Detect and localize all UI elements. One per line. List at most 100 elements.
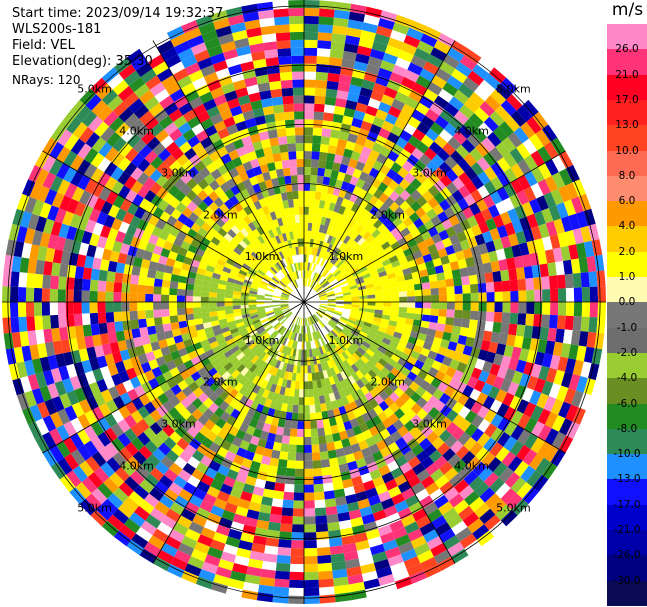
- gate: [272, 0, 289, 10]
- gate: [153, 302, 162, 310]
- gate: [387, 358, 398, 368]
- gate: [216, 101, 230, 114]
- gate: [424, 357, 435, 367]
- gate: [335, 447, 346, 458]
- gate: [545, 221, 558, 237]
- gate: [373, 33, 390, 45]
- gate: [135, 62, 153, 77]
- gate: [322, 225, 329, 234]
- gate: [205, 377, 216, 388]
- gate: [27, 213, 40, 230]
- gate: [549, 275, 558, 290]
- gate: [346, 200, 355, 210]
- gate: [209, 255, 219, 264]
- gate: [104, 238, 115, 251]
- gate: [154, 501, 170, 516]
- gate: [376, 439, 388, 451]
- gate: [171, 267, 182, 276]
- gate: [259, 282, 268, 288]
- gate: [319, 303, 328, 306]
- gate: [278, 234, 285, 243]
- gate: [289, 207, 295, 216]
- gate: [310, 428, 319, 437]
- gate: [200, 307, 210, 313]
- gate: [290, 420, 298, 429]
- gate: [439, 109, 454, 123]
- colorbar-swatch: [607, 277, 647, 303]
- gate: [304, 254, 307, 263]
- gate: [420, 275, 430, 284]
- azimuth-spoke: [303, 150, 566, 303]
- gate: [220, 270, 230, 278]
- gate: [256, 368, 265, 378]
- gate: [541, 314, 550, 328]
- gate: [550, 398, 564, 416]
- gate: [206, 106, 220, 118]
- gate: [304, 262, 307, 271]
- gate: [84, 410, 98, 426]
- gate: [419, 68, 436, 82]
- gate: [326, 308, 335, 312]
- gate: [483, 437, 497, 452]
- gate: [69, 99, 86, 117]
- gate: [407, 356, 418, 366]
- gate: [287, 331, 293, 340]
- gate: [100, 201, 113, 215]
- gate: [399, 302, 408, 308]
- gate: [290, 215, 296, 224]
- gate: [240, 491, 253, 502]
- gate: [234, 279, 244, 286]
- gate: [340, 370, 348, 380]
- gate: [343, 302, 352, 305]
- gate: [384, 349, 394, 359]
- gate: [334, 179, 344, 189]
- gate: [288, 595, 304, 604]
- gate: [240, 188, 250, 199]
- gate: [355, 215, 365, 225]
- colorbar-tick-label: 13.0: [615, 119, 639, 132]
- colorbar-tick-label: -21.0: [613, 524, 641, 537]
- gate: [415, 102, 430, 116]
- gate: [425, 108, 440, 122]
- gate: [509, 279, 519, 292]
- gate: [171, 328, 182, 337]
- gate: [56, 162, 70, 180]
- gate: [544, 411, 559, 429]
- gate: [153, 317, 163, 326]
- gate: [279, 184, 287, 194]
- gate: [358, 288, 367, 294]
- gate: [236, 231, 246, 241]
- gate: [451, 325, 461, 335]
- gate: [148, 214, 160, 227]
- gate: [439, 461, 453, 475]
- gate: [239, 376, 248, 386]
- gate: [145, 242, 156, 253]
- gate: [225, 285, 234, 291]
- gate: [184, 302, 193, 309]
- gate: [195, 507, 211, 520]
- gate: [358, 153, 369, 165]
- gate: [196, 328, 206, 337]
- gate: [407, 296, 416, 302]
- gate: [286, 265, 292, 274]
- gate: [277, 176, 286, 186]
- gate: [391, 493, 405, 506]
- gate: [521, 254, 532, 268]
- gate: [338, 320, 347, 326]
- gate: [251, 50, 266, 61]
- gate: [326, 290, 335, 295]
- gate: [176, 302, 185, 309]
- gate: [486, 302, 495, 312]
- gate: [329, 49, 344, 59]
- gate: [365, 360, 375, 370]
- gate: [166, 564, 185, 578]
- gate: [469, 147, 484, 162]
- gate: [77, 373, 89, 388]
- gate: [433, 412, 447, 425]
- gate: [243, 279, 253, 285]
- gate: [355, 53, 370, 64]
- gate: [233, 262, 243, 270]
- gate: [180, 397, 192, 409]
- gate: [433, 192, 446, 204]
- gate: [305, 278, 308, 287]
